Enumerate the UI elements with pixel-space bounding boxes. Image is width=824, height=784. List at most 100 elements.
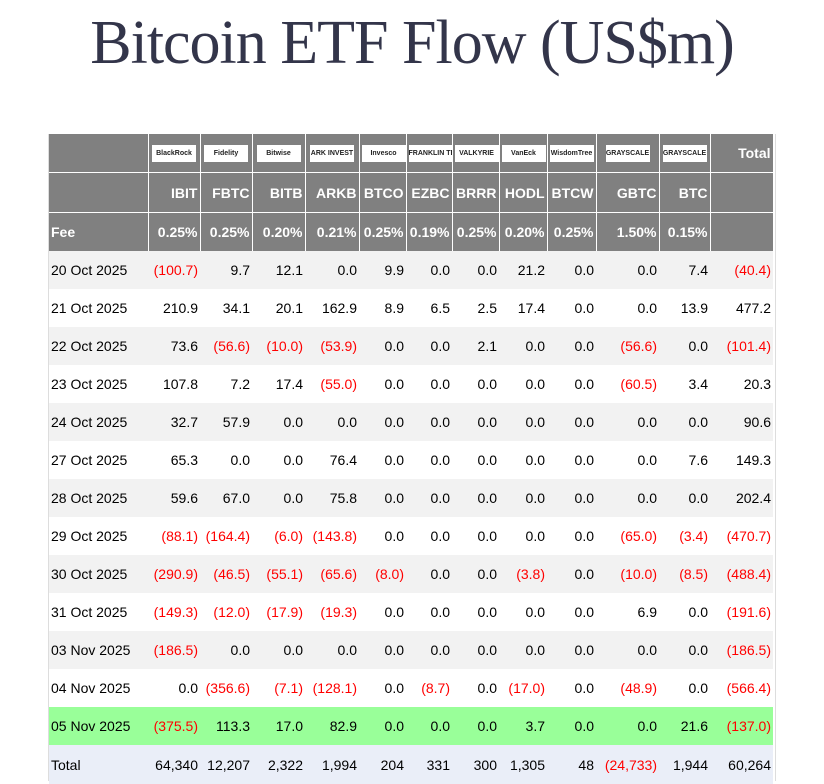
flow-cell: 0.0	[547, 403, 596, 441]
flow-cell: 0.0	[359, 669, 406, 707]
ticker-row: IBIT FBTC BITB ARKB BTCO EZBC BRRR HODL BTCW GBTC…	[49, 172, 774, 213]
flow-cell: 0.0	[596, 403, 659, 441]
issuer-logo: BlackRock	[152, 144, 196, 162]
flow-cell: 67.0	[200, 479, 252, 517]
fee-value: 0.20%	[252, 212, 306, 251]
issuer-logo: GRAYSCALE	[662, 144, 707, 162]
flow-cell: (375.5)	[148, 707, 200, 745]
flow-cell: (55.1)	[252, 555, 305, 593]
flow-cell: 0.0	[547, 327, 596, 365]
row-total-cell: (191.6)	[710, 593, 773, 631]
flow-cell: 0.0	[499, 593, 547, 631]
flow-cell: 0.0	[406, 593, 452, 631]
issuer-logo-cell: FRANKLIN TEMPLETON	[406, 134, 453, 173]
total-cell: 1,305	[499, 745, 547, 784]
flow-cell: 9.7	[200, 251, 252, 289]
flow-cell: 0.0	[499, 441, 547, 479]
fee-value: 0.25%	[200, 212, 253, 251]
ticker-header: FBTC	[200, 172, 253, 213]
date-cell: 20 Oct 2025	[49, 251, 148, 289]
date-cell: 21 Oct 2025	[49, 289, 148, 327]
flow-cell: 0.0	[596, 707, 659, 745]
flow-cell: (56.6)	[596, 327, 659, 365]
ticker-header: BRRR	[452, 172, 500, 213]
flow-cell: (56.6)	[200, 327, 252, 365]
flow-cell: (8.7)	[406, 669, 452, 707]
ticker-header: ARKB	[305, 172, 360, 213]
flow-cell: 0.0	[547, 707, 596, 745]
table-row: 27 Oct 2025 65.3 0.0 0.0 76.4 0.0 0.0 0.0 0.0 0.0…	[49, 441, 773, 479]
flow-cell: 0.0	[547, 251, 596, 289]
flow-cell: 2.5	[452, 289, 499, 327]
page-title: Bitcoin ETF Flow (US$m)	[90, 9, 735, 77]
flow-cell: 6.9	[596, 593, 659, 631]
total-cell: (24,733)	[596, 745, 659, 784]
flow-cell: (149.3)	[148, 593, 200, 631]
flow-cell: 0.0	[659, 669, 710, 707]
ticker-header: EZBC	[406, 172, 453, 213]
flow-cell: (164.4)	[200, 517, 252, 555]
flow-cell: 107.8	[148, 365, 200, 403]
flow-cell: (65.6)	[305, 555, 359, 593]
flow-cell: 0.0	[406, 403, 452, 441]
flow-cell: 0.0	[547, 479, 596, 517]
flow-cell: (8.0)	[359, 555, 406, 593]
flow-cell: (3.4)	[659, 517, 710, 555]
total-cell: 60,264	[710, 745, 773, 784]
flow-cell: 0.0	[547, 289, 596, 327]
flow-cell: (128.1)	[305, 669, 359, 707]
flow-cell: 0.0	[499, 631, 547, 669]
flow-cell: 0.0	[596, 631, 659, 669]
flow-cell: 0.0	[499, 327, 547, 365]
empty-cell	[710, 172, 774, 213]
table-row: 31 Oct 2025 (149.3) (12.0) (17.9) (19.3) 0.0 0…	[49, 593, 773, 631]
flow-cell: 0.0	[359, 517, 406, 555]
flow-cell: (7.1)	[252, 669, 305, 707]
corner-cell	[49, 172, 149, 213]
flow-cell: 59.6	[148, 479, 200, 517]
table-row: 04 Nov 2025 0.0 (356.6) (7.1) (128.1) 0.0 (8.7…	[49, 669, 773, 707]
fee-value: 0.15%	[659, 212, 711, 251]
total-label: Total	[49, 745, 148, 784]
table-row: 20 Oct 2025 (100.7) 9.7 12.1 0.0 9.9 0.0 0.0 21.…	[49, 251, 773, 289]
ticker-header: GBTC	[596, 172, 660, 213]
issuer-logo-cell: VALKYRIE	[452, 134, 500, 173]
flow-cell: 0.0	[596, 479, 659, 517]
flow-cell: (10.0)	[596, 555, 659, 593]
row-total-cell: 20.3	[710, 365, 773, 403]
flow-cell: 0.0	[252, 631, 305, 669]
table-row: 24 Oct 2025 32.7 57.9 0.0 0.0 0.0 0.0 0.0 0.0 0.0…	[49, 403, 773, 441]
table-row: 23 Oct 2025 107.8 7.2 17.4 (55.0) 0.0 0.0 0.0 0.…	[49, 365, 773, 403]
date-cell: 04 Nov 2025	[49, 669, 148, 707]
flow-cell: 0.0	[359, 365, 406, 403]
total-cell: 1,944	[659, 745, 710, 784]
flow-cell: 0.0	[406, 251, 452, 289]
flow-cell: 34.1	[200, 289, 252, 327]
flow-cell: 32.7	[148, 403, 200, 441]
issuer-logo-cell: ARK INVEST	[305, 134, 360, 173]
flow-cell: 0.0	[547, 631, 596, 669]
table-row: 29 Oct 2025 (88.1) (164.4) (6.0) (143.8) 0.0 0…	[49, 517, 773, 555]
table-row: 05 Nov 2025 (375.5) 113.3 17.0 82.9 0.0 0.0 0.0…	[49, 707, 773, 745]
flow-cell: 0.0	[148, 669, 200, 707]
issuer-logo-cell: Fidelity	[200, 134, 253, 173]
fee-value: 0.25%	[359, 212, 407, 251]
issuer-logo-row: BlackRock Fidelity Bitwise ARK INVEST Invesc…	[49, 134, 774, 173]
flow-cell: 0.0	[547, 555, 596, 593]
row-total-cell: (40.4)	[710, 251, 773, 289]
fee-value: 0.25%	[452, 212, 500, 251]
flow-cell: 0.0	[547, 593, 596, 631]
flow-cell: 0.0	[359, 479, 406, 517]
flow-cell: 0.0	[200, 631, 252, 669]
flow-cell: 3.4	[659, 365, 710, 403]
issuer-logo: Bitwise	[256, 144, 301, 162]
row-total-cell: (186.5)	[710, 631, 773, 669]
total-cell: 331	[406, 745, 452, 784]
date-cell: 31 Oct 2025	[49, 593, 148, 631]
fee-value: 0.21%	[305, 212, 360, 251]
flow-cell: 0.0	[596, 251, 659, 289]
ticker-header: BTCW	[547, 172, 597, 213]
issuer-logo: Fidelity	[204, 144, 248, 162]
flow-cell: 21.6	[659, 707, 710, 745]
flow-cell: 57.9	[200, 403, 252, 441]
